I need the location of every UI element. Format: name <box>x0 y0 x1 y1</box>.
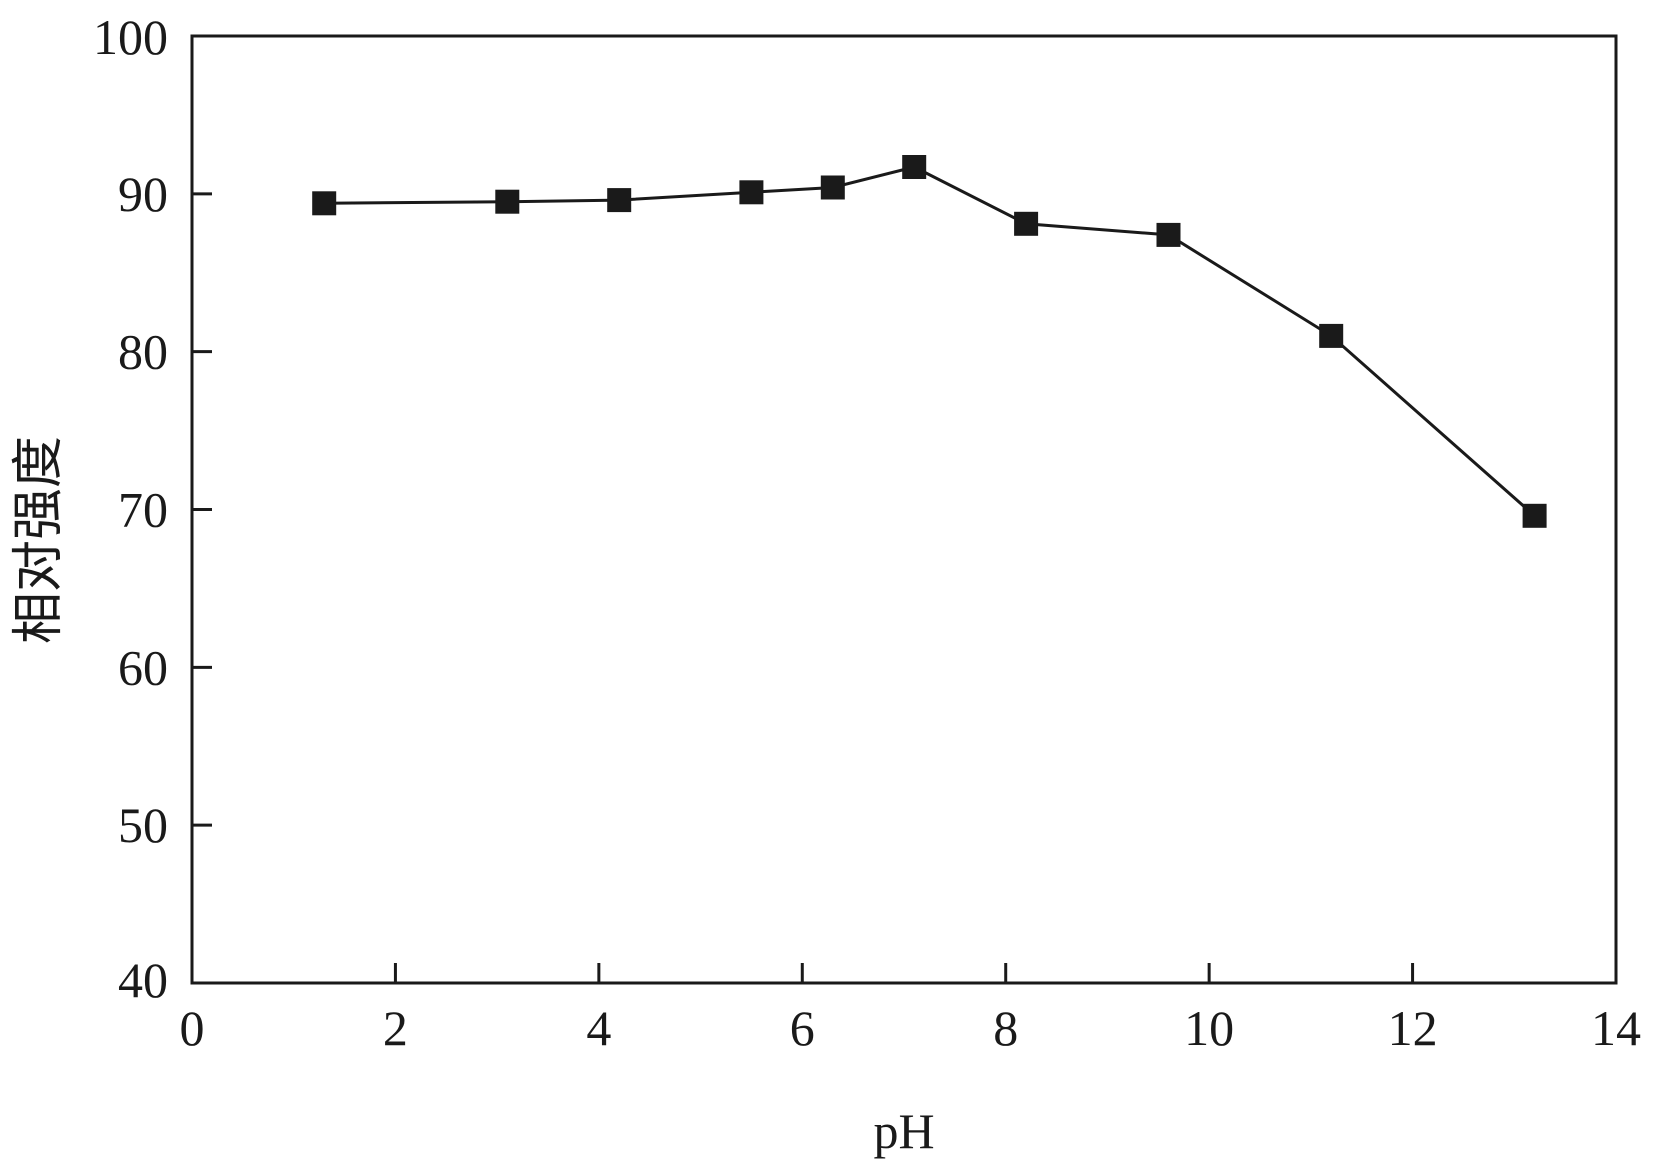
series-line <box>324 165 1536 517</box>
y-axis-title: 相对强度 <box>11 436 68 644</box>
x-tick-label: 0 <box>180 1000 205 1056</box>
ticks-layer <box>192 192 1415 983</box>
x-tick-label: 14 <box>1591 1000 1641 1056</box>
data-point-marker <box>607 188 632 213</box>
data-point-marker <box>312 191 337 216</box>
x-tick-label: 8 <box>993 1000 1018 1056</box>
plot-frame <box>190 34 1618 985</box>
y-tick-label: 40 <box>118 952 168 1008</box>
y-tick-label: 80 <box>118 324 168 380</box>
x-tick-label: 6 <box>790 1000 815 1056</box>
data-point-marker <box>902 155 927 179</box>
y-tick-label: 50 <box>118 797 168 853</box>
data-point-marker <box>1014 211 1039 236</box>
x-tick-label: 12 <box>1388 1000 1438 1056</box>
data-point-marker <box>739 180 764 205</box>
plot-layer <box>312 155 1547 528</box>
x-axis-title: pH <box>873 1103 934 1159</box>
data-point-marker <box>820 175 845 200</box>
x-tick-label: 2 <box>383 1000 408 1056</box>
data-point-marker <box>1319 323 1344 348</box>
y-tick-label: 100 <box>93 9 168 65</box>
y-tick-label: 70 <box>118 482 168 538</box>
y-tick-label: 90 <box>118 166 168 222</box>
y-tick-label: 60 <box>118 639 168 695</box>
labels-layer: 0 2 4 6 8 10 12 14 40 50 60 70 80 90 100 <box>93 9 1641 1056</box>
data-point-marker <box>1156 222 1181 247</box>
data-point-marker <box>495 189 520 214</box>
x-tick-label: 10 <box>1184 1000 1234 1056</box>
x-tick-label: 4 <box>586 1000 611 1056</box>
data-point-marker <box>1522 503 1547 528</box>
